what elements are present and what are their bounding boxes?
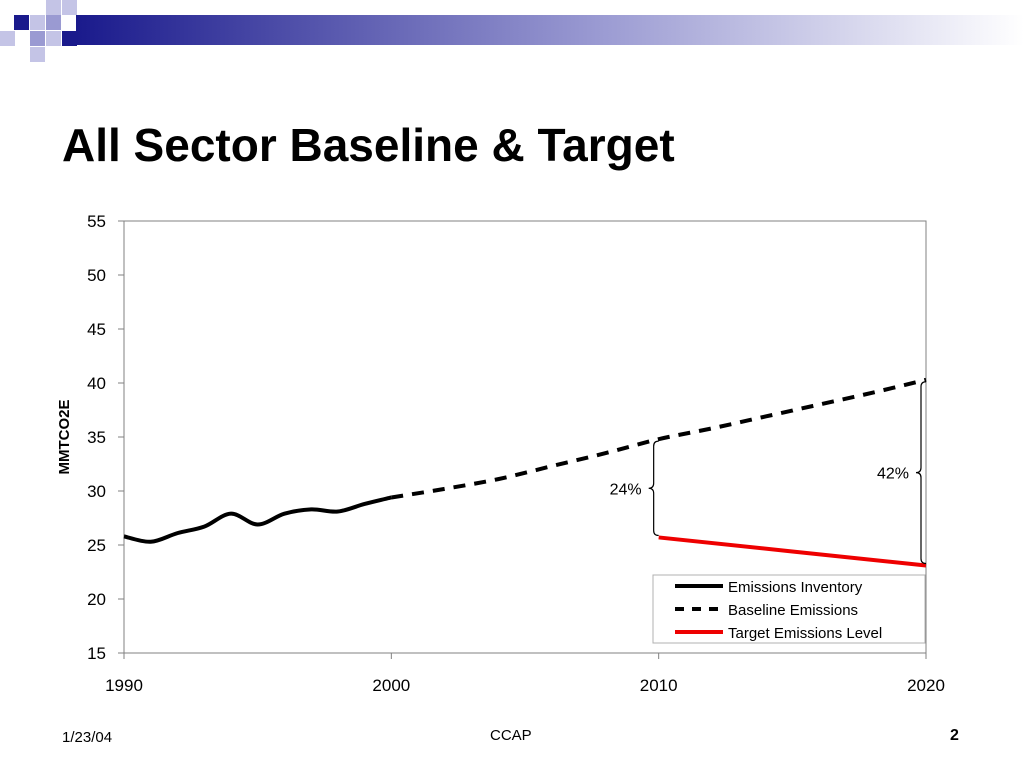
footer-date: 1/23/04: [62, 729, 113, 746]
decor-square: [62, 31, 77, 46]
slide-title: All Sector Baseline & Target: [62, 119, 675, 171]
x-tick-label: 2020: [907, 676, 945, 695]
annotation-brace: [648, 440, 659, 537]
y-tick-label: 40: [87, 374, 106, 393]
y-tick-label: 25: [87, 536, 106, 555]
y-tick-label: 35: [87, 428, 106, 447]
decor-square: [14, 15, 29, 30]
annotation-brace: [915, 381, 927, 565]
decor-square: [0, 31, 15, 46]
series-line-2: [391, 377, 927, 500]
y-tick-label: 15: [87, 644, 106, 663]
y-tick-label: 45: [87, 320, 106, 339]
decor-square: [46, 31, 61, 46]
header-gradient-band: [76, 15, 1024, 45]
y-axis-label: MMTCO2E: [56, 400, 73, 475]
annotation-label: 42%: [877, 466, 909, 483]
series-line-3: [658, 535, 927, 568]
footer-organization: CCAP: [490, 727, 532, 744]
legend-label: Target Emissions Level: [728, 625, 882, 642]
x-tick-label: 1990: [105, 676, 143, 695]
legend-label: Emissions Inventory: [728, 579, 863, 596]
decor-square: [30, 15, 45, 30]
annotation-label: 24%: [610, 481, 642, 498]
y-tick-label: 20: [87, 590, 106, 609]
legend-label: Baseline Emissions: [728, 602, 858, 619]
decor-square: [62, 0, 77, 15]
slide-decoration: [0, 0, 1024, 62]
decor-square: [30, 47, 45, 62]
page-number: 2: [950, 727, 959, 744]
decor-square: [30, 31, 45, 46]
y-tick-label: 50: [87, 266, 106, 285]
y-tick-label: 55: [87, 212, 106, 231]
x-tick-label: 2010: [640, 676, 678, 695]
decor-square: [46, 15, 61, 30]
series-line-1: [123, 495, 392, 544]
x-tick-label: 2000: [372, 676, 410, 695]
y-tick-label: 30: [87, 482, 106, 501]
decor-square: [46, 0, 61, 15]
